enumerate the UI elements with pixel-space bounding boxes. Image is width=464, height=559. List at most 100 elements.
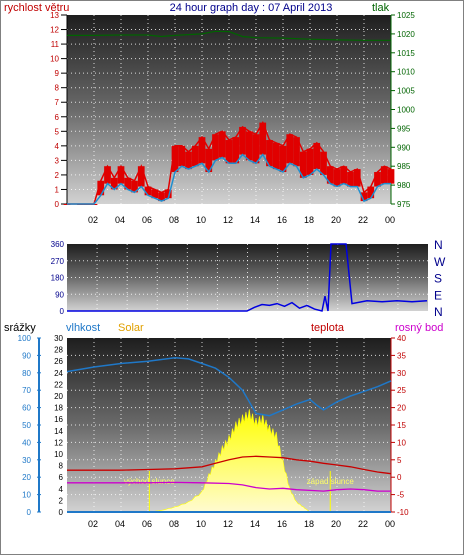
rain-tick-label: 50: [22, 421, 31, 430]
direction-series: [67, 243, 428, 312]
humidity-tick-label: 10: [54, 450, 63, 459]
rain-label: srážky: [4, 322, 36, 334]
rain-tick-label: 60: [22, 404, 31, 413]
x-tick-label: 22: [358, 215, 368, 225]
pressure-tick-label: 990: [397, 143, 411, 152]
temperature-label: teplota: [311, 322, 345, 334]
pressure-axis: 975 980 985 990 995 1000 1005 1010 1015 1020 1025: [390, 11, 415, 209]
x-tick-label: 20: [331, 519, 341, 529]
wind-gust-bar: [97, 180, 105, 196]
x-tick-label: 00: [385, 215, 395, 225]
wind-gust-bar: [266, 140, 273, 167]
wind-gust-bar: [205, 148, 213, 173]
compass-label: N: [434, 305, 443, 319]
wind-speed-tick-label: 9: [55, 69, 60, 78]
x-tick-label: 12: [223, 215, 233, 225]
wind-gust-bar: [387, 169, 395, 184]
temperature-tick-label: 0: [397, 473, 402, 482]
wind-gust-bar: [110, 177, 118, 190]
x-tick-label: 08: [169, 215, 179, 225]
direction-tick-label: 180: [51, 274, 65, 283]
wind-gust-bar: [347, 172, 354, 187]
wind-gust-line: [67, 120, 392, 205]
wind-gust-bar: [212, 134, 219, 161]
direction-tick-label: 90: [55, 290, 64, 299]
humidity-label: vlhkost: [66, 322, 100, 334]
wind-gust-bar: [144, 186, 152, 196]
x-tick-label: 02: [88, 519, 98, 529]
wind-gust-bar: [259, 122, 267, 155]
direction-tick-label: 0: [60, 307, 65, 316]
temperature-tick-label: -10: [397, 508, 409, 517]
solar-label: Solar: [118, 322, 144, 334]
wind-gust-bar: [333, 169, 341, 187]
rain-tick-label: 100: [18, 334, 32, 343]
wind-gust-bar: [124, 177, 132, 190]
wind-gust-bar: [225, 140, 233, 164]
wind-x-axis: 02 04 06 08 10 12 14 16 18 20 22 00: [88, 215, 395, 225]
rain-tick-label: 10: [22, 491, 31, 500]
wind-gust-bar: [340, 166, 348, 184]
wind-speed-tick-label: 1: [55, 185, 60, 194]
humidity-tick-label: 0: [59, 508, 64, 517]
wind-speed-tick-label: 4: [55, 142, 60, 151]
direction-axis: 0 90 180 270 360: [51, 240, 65, 316]
humidity-tick-label: 30: [54, 334, 63, 343]
wind-gust-bar: [191, 145, 199, 167]
wind-speed-tick-label: 11: [51, 40, 60, 49]
direction-line: [67, 243, 428, 312]
compass-label: N: [434, 238, 443, 252]
temperature-axis: -10 -5 0 5 10 15 20 25 30 35 40: [390, 334, 409, 517]
wind-gust-bar: [299, 151, 307, 178]
rain-tick-label: 40: [22, 438, 31, 447]
humidity-tick-label: 16: [54, 415, 63, 424]
wind-gust-bar: [326, 166, 334, 184]
wind-speed-tick-label: 6: [55, 113, 60, 122]
x-tick-label: 16: [277, 519, 287, 529]
direction-tick-label: 270: [51, 257, 65, 266]
wind-speed-tick-label: 2: [55, 171, 60, 180]
wind-gust-bar: [171, 145, 179, 173]
wind-gust-bar: [151, 189, 159, 199]
x-tick-label: 14: [250, 215, 260, 225]
humidity-tick-label: 12: [54, 438, 63, 447]
wind-gust-bar: [185, 151, 192, 170]
x-tick-label: 04: [115, 215, 125, 225]
pressure-tick-label: 995: [397, 124, 411, 133]
wind-gust-bar: [239, 126, 246, 155]
direction-panel-grid: [67, 244, 428, 311]
rain-tick-label: 30: [22, 456, 31, 465]
humidity-tick-label: 2: [59, 496, 64, 505]
humidity-tick-label: 26: [54, 357, 63, 366]
humidity-tick-label: 4: [59, 485, 64, 494]
wind-gust-bar: [218, 131, 226, 158]
wind-speed-tick-label: 0: [55, 200, 60, 209]
humidity-tick-label: 6: [59, 473, 64, 482]
wind-speed-tick-label: 12: [50, 26, 59, 35]
graph-title: 24 hour graph day : 07 April 2013: [170, 2, 333, 14]
pressure-tick-label: 1015: [397, 49, 415, 58]
wind-series: [63, 30, 395, 205]
wind-gust-bar: [306, 148, 314, 175]
pressure-tick-label: 1000: [397, 106, 415, 115]
sun-event-label: východ slunce: [124, 477, 175, 486]
x-tick-label: 12: [223, 519, 233, 529]
temperature-tick-label: 35: [397, 351, 406, 360]
wind-gust-bar: [279, 145, 287, 173]
x-tick-label: 10: [196, 215, 206, 225]
wind-gust-bar: [293, 137, 300, 167]
compass-label: W: [434, 255, 446, 269]
sun-event-label: západ slunce: [307, 477, 355, 486]
x-tick-label: 08: [169, 519, 179, 529]
wind-gust-bar: [232, 137, 240, 164]
temperature-tick-label: 30: [397, 369, 406, 378]
pressure-tick-label: 1020: [397, 30, 415, 39]
wind-speed-tick-label: 13: [50, 11, 59, 20]
temperature-tick-label: 5: [397, 456, 402, 465]
dewpoint-label: rosný bod: [395, 322, 443, 334]
temperature-tick-label: 15: [397, 421, 406, 430]
